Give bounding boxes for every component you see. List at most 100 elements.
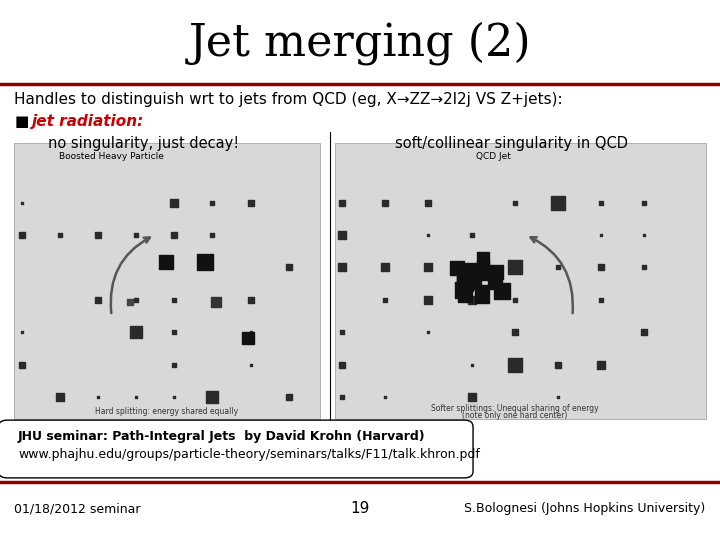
Point	[552, 198, 564, 207]
Point	[509, 360, 521, 369]
Point	[595, 295, 607, 304]
Point	[509, 295, 521, 304]
Point	[160, 258, 171, 266]
Point	[168, 231, 180, 239]
Point	[477, 262, 489, 271]
Point	[92, 295, 104, 304]
Point	[457, 286, 469, 295]
Point	[466, 231, 477, 239]
Point	[243, 333, 254, 342]
Text: no singularity, just decay!: no singularity, just decay!	[48, 136, 240, 151]
Point	[245, 295, 256, 304]
Point	[476, 292, 487, 301]
Bar	[335, 143, 706, 418]
Point	[379, 263, 391, 272]
Point	[16, 360, 27, 369]
Text: Hard splitting: energy shared equally: Hard splitting: energy shared equally	[96, 407, 238, 416]
Point	[423, 263, 434, 272]
Point	[477, 254, 489, 262]
Point	[199, 258, 211, 266]
Point	[336, 360, 348, 369]
Point	[168, 198, 180, 207]
Text: soft/collinear singularity in QCD: soft/collinear singularity in QCD	[395, 136, 628, 151]
Point	[54, 231, 66, 239]
Point	[168, 360, 180, 369]
Point	[130, 295, 142, 304]
Text: (note only one hard center): (note only one hard center)	[462, 411, 567, 420]
Point	[423, 295, 434, 304]
Point	[130, 393, 142, 401]
Text: S.Bolognesi (Johns Hopkins University): S.Bolognesi (Johns Hopkins University)	[464, 502, 706, 515]
Point	[639, 198, 650, 207]
Point	[423, 231, 434, 239]
Point	[509, 198, 521, 207]
Point	[210, 298, 222, 307]
Point	[245, 360, 256, 369]
Point	[379, 393, 391, 401]
Point	[379, 198, 391, 207]
Point	[16, 198, 27, 207]
Text: www.phajhu.edu/groups/particle-theory/seminars/talks/F11/talk.khron.pdf: www.phajhu.edu/groups/particle-theory/se…	[18, 448, 480, 461]
Text: Jet merging (2): Jet merging (2)	[189, 22, 531, 65]
Point	[478, 285, 490, 293]
Text: Softer splittings: Unequal sharing of energy: Softer splittings: Unequal sharing of en…	[431, 404, 598, 413]
Point	[207, 393, 218, 401]
Point	[489, 278, 500, 286]
Point	[639, 231, 650, 239]
Point	[509, 328, 521, 336]
Point	[336, 198, 348, 207]
Point	[467, 277, 479, 286]
Point	[336, 328, 348, 336]
Text: Handles to distinguish wrt to jets from QCD (eg, X→ZZ→2l2j VS Z+jets):: Handles to distinguish wrt to jets from …	[14, 92, 563, 107]
Point	[509, 263, 521, 272]
Point	[130, 328, 142, 336]
Point	[459, 279, 470, 287]
Point	[595, 360, 607, 369]
Point	[467, 265, 478, 274]
Point	[245, 328, 256, 336]
Point	[124, 298, 135, 307]
Point	[477, 261, 489, 269]
Point	[16, 231, 27, 239]
Text: 19: 19	[351, 501, 369, 516]
Point	[595, 198, 607, 207]
Point	[477, 268, 489, 277]
Text: 01/18/2012 seminar: 01/18/2012 seminar	[14, 502, 141, 515]
Point	[168, 295, 180, 304]
Point	[207, 231, 218, 239]
Point	[245, 198, 256, 207]
Text: JHU seminar: Path-Integral Jets  by David Krohn (Harvard): JHU seminar: Path-Integral Jets by David…	[18, 430, 426, 443]
Point	[336, 231, 348, 239]
Point	[16, 328, 27, 336]
Point	[283, 263, 294, 272]
Point	[92, 393, 104, 401]
Point	[92, 231, 104, 239]
Point	[168, 393, 180, 401]
Point	[451, 264, 463, 273]
Text: ■: ■	[14, 114, 29, 129]
Point	[379, 295, 391, 304]
Point	[457, 272, 469, 280]
Point	[552, 393, 564, 401]
Point	[423, 328, 434, 336]
Point	[490, 267, 502, 276]
Point	[466, 360, 477, 369]
Point	[466, 393, 477, 401]
Point	[552, 263, 564, 272]
Point	[639, 263, 650, 272]
Point	[336, 263, 348, 272]
Point	[336, 393, 348, 401]
Point	[54, 393, 66, 401]
Point	[466, 295, 477, 304]
Text: QCD Jet: QCD Jet	[476, 152, 510, 161]
Point	[423, 198, 434, 207]
Point	[595, 231, 607, 239]
Point	[552, 360, 564, 369]
Point	[595, 263, 607, 272]
Point	[466, 263, 477, 272]
FancyBboxPatch shape	[0, 420, 473, 478]
Text: jet radiation:: jet radiation:	[32, 114, 145, 129]
Point	[130, 231, 142, 239]
Point	[459, 291, 471, 300]
Point	[207, 198, 218, 207]
